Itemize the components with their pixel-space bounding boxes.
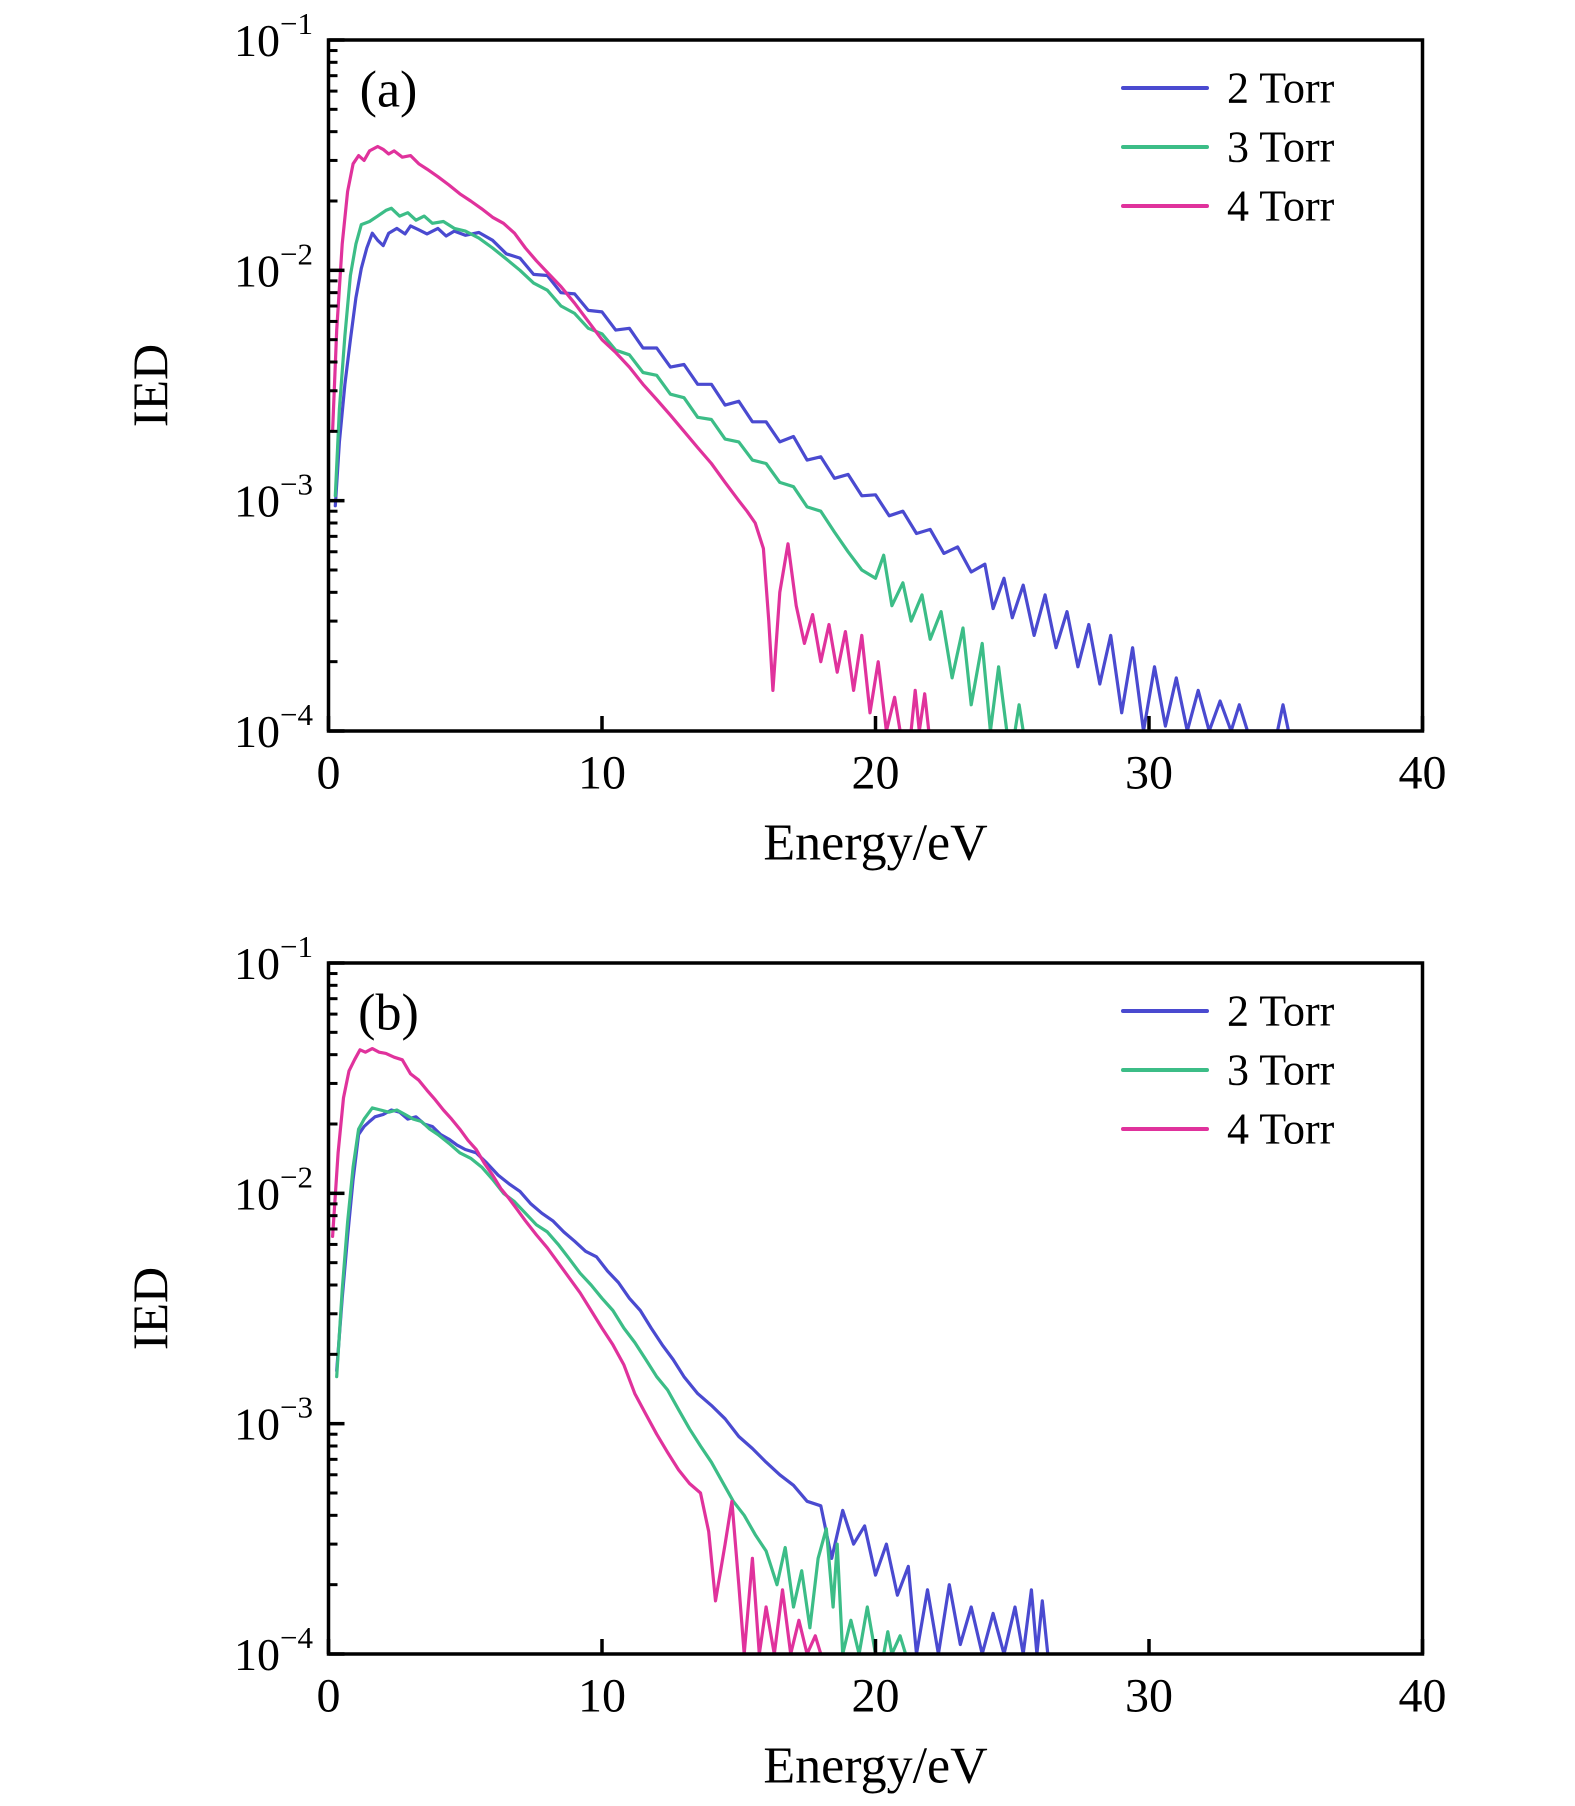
y-tick-base: 10 [234, 706, 280, 757]
legend-b: 2 Torr 3 Torr 4 Torr [1121, 987, 1335, 1154]
y-tick-label-a: 10−4 [234, 697, 313, 757]
y-tick-label-a: 10−1 [234, 6, 313, 66]
y-tick-label-b: 10−2 [234, 1159, 313, 1219]
curves-a [331, 144, 1291, 732]
y-tick-exponent: −2 [280, 1159, 313, 1194]
y-tick-base: 10 [234, 938, 280, 989]
y-tick-exponent: −1 [280, 929, 313, 964]
y-axis-label-b: IED [122, 1267, 178, 1350]
x-tick-label-a: 20 [852, 747, 900, 800]
legend-label-2-torr-b: 2 Torr [1227, 987, 1335, 1036]
curve-3-torr-b [335, 1106, 908, 1655]
y-tick-label-b: 10−3 [234, 1389, 313, 1449]
y-tick-label-b: 10−4 [234, 1620, 313, 1680]
y-tick-exponent: −3 [280, 1389, 313, 1424]
curve-4-torr-a [331, 144, 931, 732]
legend-a: 2 Torr 3 Torr 4 Torr [1121, 64, 1335, 231]
legend-label-3-torr-a: 3 Torr [1227, 123, 1335, 172]
y-tick-exponent: −4 [280, 1620, 313, 1655]
legend-label-4-torr-b: 4 Torr [1227, 1105, 1335, 1154]
legend-label-2-torr-a: 2 Torr [1227, 64, 1335, 113]
y-tick-label-b: 10−1 [234, 929, 313, 989]
legend-label-4-torr-a: 4 Torr [1227, 182, 1335, 231]
y-tick-exponent: −3 [280, 466, 313, 501]
x-tick-label-b: 30 [1125, 1670, 1173, 1723]
x-tick-label-a: 30 [1125, 747, 1173, 800]
curve-4-torr-b [331, 1046, 823, 1655]
y-tick-base: 10 [234, 1629, 280, 1680]
curve-3-torr-a [333, 206, 1025, 732]
panel-label-a: (a) [360, 62, 418, 119]
y-tick-base: 10 [234, 475, 280, 526]
y-tick-base: 10 [234, 1398, 280, 1449]
y-tick-label-a: 10−2 [234, 236, 313, 296]
panel-b: 0 10 20 30 4010−110−210−310−4(b)Energy/eVIED… [122, 929, 1447, 1795]
y-axis-label-a: IED [122, 344, 178, 427]
x-axis-label-b: Energy/eV [763, 1738, 987, 1795]
x-tick-label-b: 20 [852, 1670, 900, 1723]
panel-label-b: (b) [358, 985, 419, 1042]
y-tick-exponent: −1 [280, 6, 313, 41]
x-tick-label-a: 40 [1399, 747, 1447, 800]
x-axis-label-a: Energy/eV [763, 815, 987, 872]
y-tick-exponent: −2 [280, 236, 313, 271]
y-tick-base: 10 [234, 245, 280, 296]
x-tick-label-a: 0 [317, 747, 341, 800]
y-tick-exponent: −4 [280, 697, 313, 732]
curve-2-torr-a [333, 224, 1291, 732]
y-tick-base: 10 [234, 15, 280, 66]
curve-2-torr-b [335, 1108, 1050, 1655]
legend-label-3-torr-b: 3 Torr [1227, 1046, 1335, 1095]
x-tick-label-b: 10 [578, 1670, 626, 1723]
curves-b [331, 1046, 1050, 1655]
x-tick-label-b: 40 [1399, 1670, 1447, 1723]
y-tick-base: 10 [234, 1168, 280, 1219]
panel-a: 0 10 20 30 4010−110−210−310−4(a)Energy/eVIED… [122, 6, 1447, 872]
y-tick-label-a: 10−3 [234, 466, 313, 526]
x-tick-label-a: 10 [578, 747, 626, 800]
x-tick-label-b: 0 [317, 1670, 341, 1723]
